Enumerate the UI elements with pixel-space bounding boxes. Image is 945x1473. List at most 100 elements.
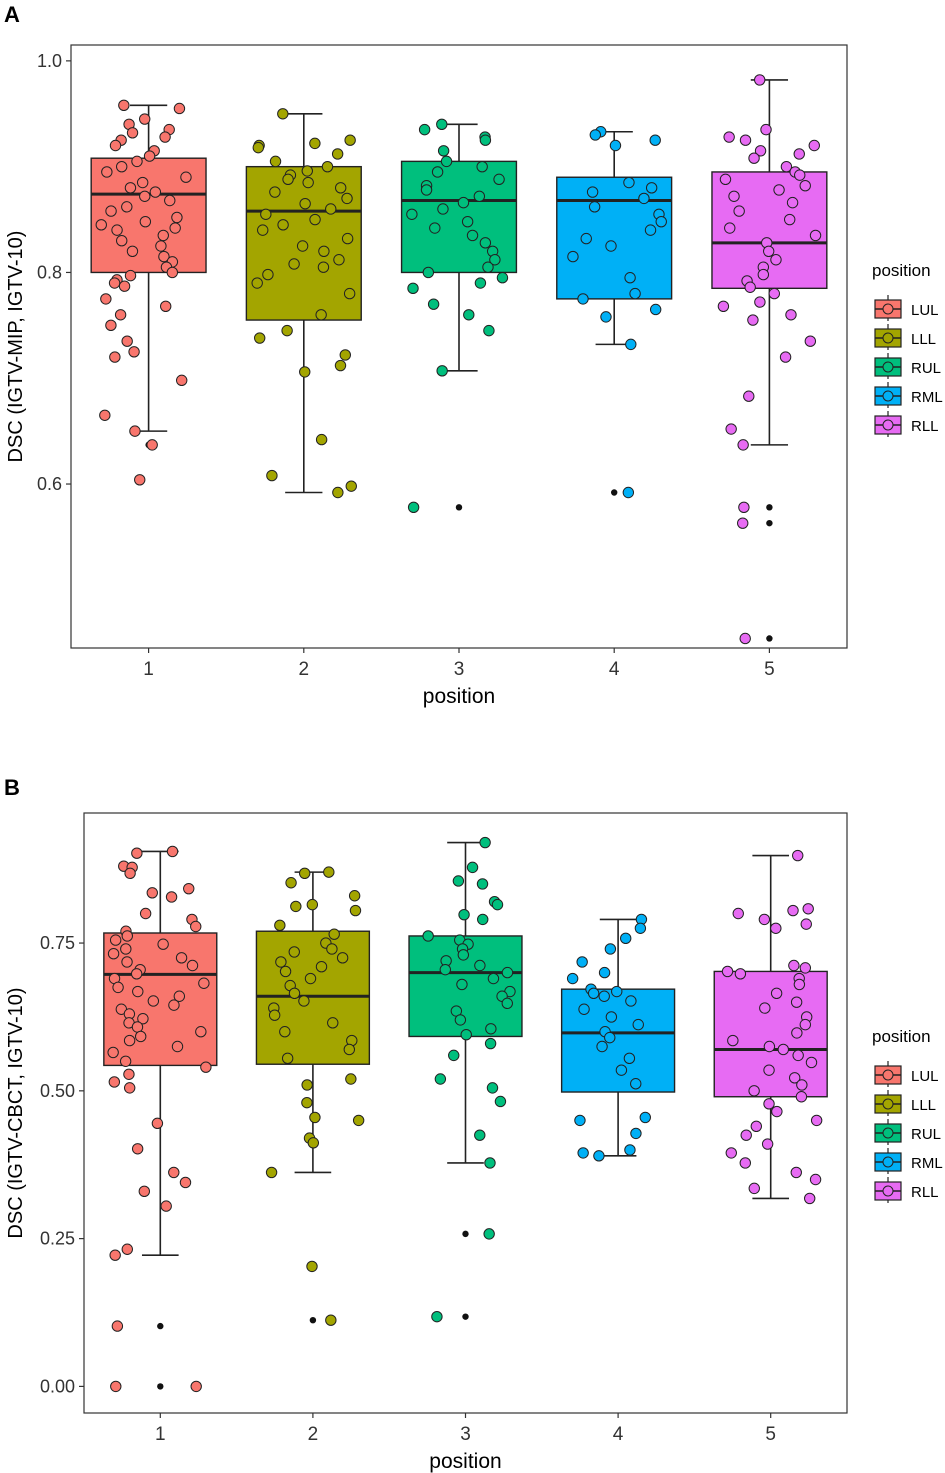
jitter-point	[437, 145, 450, 157]
jitter-point	[739, 134, 752, 146]
jitter-point	[121, 1243, 133, 1255]
jitter-point	[458, 908, 470, 921]
jitter-point	[787, 904, 799, 917]
box-group-rul	[408, 836, 523, 1323]
jitter-point	[623, 176, 635, 189]
jitter-point	[134, 474, 146, 486]
jitter-point	[788, 1072, 801, 1084]
jitter-point	[157, 938, 169, 950]
jitter-point	[574, 1114, 586, 1127]
jitter-point	[754, 145, 767, 157]
jitter-point	[118, 99, 130, 112]
outlier-point	[157, 1322, 164, 1330]
jitter-point	[501, 966, 514, 979]
jitter-point	[770, 922, 782, 934]
jitter-point	[491, 898, 504, 911]
jitter-point	[466, 229, 479, 242]
jitter-point	[116, 160, 128, 173]
jitter-point	[785, 309, 797, 321]
jitter-point	[604, 1031, 616, 1044]
jitter-point	[473, 190, 486, 202]
legend-label: LLL	[911, 1097, 936, 1114]
jitter-point	[333, 254, 345, 266]
x-tick-label: 1	[143, 659, 154, 680]
jitter-point	[111, 224, 123, 236]
jitter-point	[748, 1182, 760, 1195]
jitter-point	[126, 127, 139, 139]
jitter-point	[576, 956, 588, 968]
jitter-point	[279, 965, 292, 978]
jitter-point	[431, 1310, 443, 1323]
jitter-point	[306, 1260, 318, 1273]
outlier-point	[455, 504, 463, 511]
legend-key-point	[882, 390, 894, 402]
box-group-lul	[90, 99, 207, 486]
jitter-point	[655, 215, 667, 228]
jitter-point	[176, 374, 188, 387]
jitter-point	[334, 359, 347, 372]
jitter-point	[780, 160, 793, 173]
jitter-point	[348, 890, 361, 902]
jitter-point	[586, 186, 599, 198]
jitter-point	[121, 956, 133, 968]
legend-label: RUL	[911, 360, 941, 377]
jitter-point	[501, 997, 513, 1010]
jitter-point	[121, 930, 133, 942]
jitter-point	[577, 1147, 589, 1159]
jitter-point	[463, 309, 475, 321]
jitter-point	[328, 928, 340, 940]
box-group-rul	[400, 118, 518, 513]
jitter-point	[304, 972, 317, 985]
jitter-point	[301, 165, 313, 177]
jitter-point	[173, 990, 186, 1002]
jitter-point	[407, 501, 420, 513]
jitter-point	[799, 1018, 812, 1031]
jitter-point	[737, 439, 749, 451]
jitter-point	[809, 1173, 822, 1186]
jitter-point	[598, 966, 611, 979]
jitter-point	[727, 1034, 739, 1047]
outlier-point	[766, 504, 773, 511]
jitter-point	[334, 182, 347, 194]
chart-a: 0.6 0.8 1.0 1 2 3 4 5 position DSC (IGTV-MIP, IGT…	[5, 44, 943, 708]
jitter-point	[577, 293, 589, 305]
legend-key-point	[882, 1069, 894, 1081]
box-group-lul	[103, 845, 218, 1393]
x-tick-label: 3	[454, 659, 465, 680]
jitter-point	[326, 943, 338, 955]
jitter-point	[759, 1002, 771, 1014]
jitter-point	[143, 150, 156, 162]
jitter-point	[802, 903, 814, 915]
legend: position LUL LLL RUL RML RLL	[872, 261, 943, 437]
jitter-point	[466, 861, 479, 874]
jitter-point	[723, 131, 735, 143]
jitter-point	[151, 1117, 164, 1130]
jitter-point	[454, 1014, 467, 1026]
jitter-point	[483, 324, 495, 337]
legend-item-lul: LUL	[874, 1061, 939, 1087]
jitter-point	[198, 977, 210, 989]
box-iqr	[103, 932, 218, 1067]
jitter-point	[131, 1143, 144, 1155]
box-iqr	[560, 988, 676, 1093]
jitter-point	[166, 845, 179, 858]
jitter-point	[725, 1147, 737, 1159]
jitter-point	[790, 1166, 802, 1179]
outlier-point	[462, 1230, 469, 1238]
outlier-point	[157, 1383, 164, 1390]
jitter-point	[339, 349, 351, 361]
jitter-point	[804, 1192, 816, 1205]
jitter-point	[620, 932, 632, 945]
jitter-point	[461, 215, 474, 228]
jitter-point	[406, 208, 418, 220]
jitter-point	[302, 176, 314, 189]
y-tick-label: 1.0	[37, 51, 62, 71]
jitter-point	[251, 277, 263, 289]
outlier-point	[611, 489, 618, 496]
jitter-point	[474, 277, 487, 289]
jitter-point	[457, 196, 470, 209]
jitter-point	[110, 1380, 122, 1393]
jitter-point	[460, 1028, 472, 1041]
jitter-point	[605, 240, 617, 252]
jitter-point	[195, 1026, 207, 1038]
